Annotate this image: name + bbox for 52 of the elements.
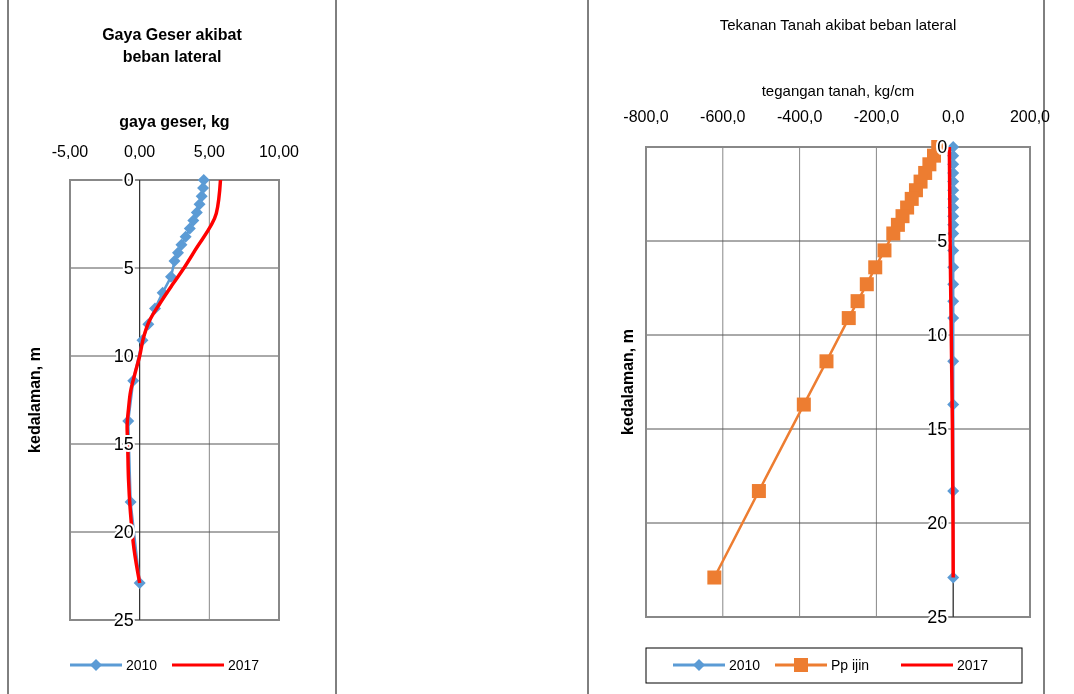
point: [859, 277, 874, 292]
point: [195, 190, 208, 203]
y-tick-label: 0: [937, 137, 948, 158]
x-tick-label: -200,0: [853, 108, 900, 125]
point: [819, 354, 834, 369]
y-tick-label: 5: [123, 258, 134, 279]
y-axis-title: kedalaman, m: [619, 329, 636, 435]
x-tick-label: -5,00: [51, 143, 89, 160]
legend-label: 2017: [228, 656, 260, 673]
point: [868, 260, 883, 275]
point: [841, 311, 856, 326]
point: [183, 222, 196, 235]
x-axis-title: gaya geser, kg: [119, 113, 230, 130]
x-tick-label: 5,00: [193, 143, 226, 160]
x-axis-title: tegangan tanah, kg/cm: [761, 82, 915, 99]
point: [179, 230, 192, 243]
y-tick-label: 5: [937, 231, 948, 252]
x-tick-label: -600,0: [700, 108, 746, 125]
x-tick-label: -400,0: [776, 108, 823, 125]
y-tick-label: 25: [113, 610, 134, 631]
point: [165, 270, 178, 283]
x-tick-label: -800,0: [623, 108, 669, 125]
point: [187, 214, 200, 227]
legend-label: Pp ijin: [831, 656, 870, 673]
y-tick-label: 0: [123, 170, 134, 191]
point: [707, 570, 722, 585]
y-tick-label: 10: [927, 325, 948, 346]
legend-label: 2017: [957, 656, 989, 673]
legend-label: 2010: [729, 656, 761, 673]
point: [190, 206, 203, 219]
x-tick-label: 200,0: [1009, 108, 1051, 125]
chart-title: Gaya Geser akibat beban lateral: [102, 26, 243, 65]
point: [168, 254, 181, 267]
point: [193, 198, 206, 211]
x-tick-label: 10,00: [258, 143, 300, 160]
point: [171, 246, 184, 259]
legend-label: 2010: [126, 656, 158, 673]
point: [850, 294, 865, 309]
point: [886, 226, 901, 241]
chart-title: Tekanan Tanah akibat beban lateral: [719, 16, 957, 33]
y-tick-label: 20: [927, 513, 948, 534]
y-axis-title: kedalaman, m: [26, 347, 43, 453]
y-tick-label: 25: [927, 607, 948, 628]
point: [751, 484, 766, 499]
y-tick-label: 10: [113, 346, 134, 367]
point: [796, 397, 811, 412]
point: [197, 174, 210, 186]
x-tick-label: 0,00: [124, 143, 156, 160]
point: [877, 243, 892, 258]
point: [175, 238, 188, 251]
y-tick-label: 15: [927, 419, 948, 440]
x-tick-label: 0,0: [942, 108, 965, 125]
